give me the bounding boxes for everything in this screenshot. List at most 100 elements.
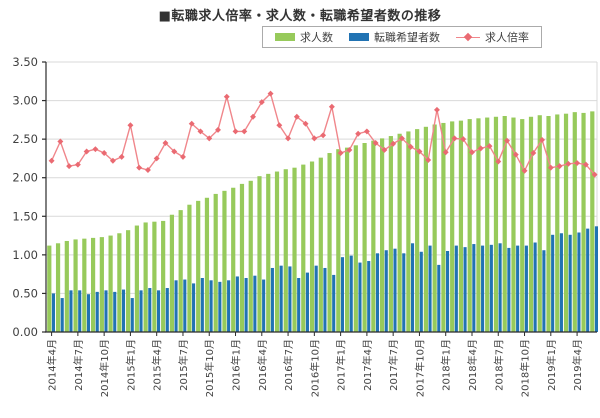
openings-bar bbox=[161, 220, 166, 332]
x-tick-label: 2016年1月 bbox=[230, 339, 243, 391]
seekers-bar bbox=[402, 253, 406, 332]
openings-bar bbox=[99, 237, 104, 332]
x-tick-label: 2018年10月 bbox=[519, 339, 532, 397]
openings-bar bbox=[292, 167, 297, 332]
seekers-bar bbox=[130, 298, 134, 332]
seekers-bar bbox=[121, 289, 126, 332]
x-tick-label: 2018年7月 bbox=[492, 339, 505, 391]
x-tick-label: 2015年10月 bbox=[203, 339, 216, 397]
seekers-bar bbox=[419, 251, 423, 332]
x-tick-label: 2018年4月 bbox=[466, 339, 479, 391]
openings-bar bbox=[152, 221, 157, 332]
seekers-bar bbox=[524, 245, 528, 332]
ratio-point bbox=[66, 163, 73, 170]
seekers-bar bbox=[454, 245, 458, 332]
seekers-bar bbox=[367, 261, 371, 332]
ratio-point bbox=[136, 164, 143, 171]
seekers-bar bbox=[104, 290, 108, 332]
legend: 求人数 転職希望者数 求人倍率 bbox=[262, 26, 542, 48]
seekers-bar bbox=[481, 245, 485, 332]
x-tick-label: 2019年4月 bbox=[571, 339, 584, 391]
ratio-point bbox=[127, 122, 134, 129]
ratio-point bbox=[320, 132, 327, 139]
x-tick-label: 2017年7月 bbox=[387, 339, 400, 391]
ratio-point bbox=[433, 106, 440, 113]
seekers-bar bbox=[559, 233, 563, 332]
openings-bar bbox=[511, 117, 516, 333]
openings-bar bbox=[476, 118, 481, 332]
x-tick-label: 2017年1月 bbox=[335, 339, 348, 391]
openings-bar bbox=[336, 149, 341, 332]
openings-bar bbox=[327, 153, 332, 332]
ratio-point bbox=[241, 128, 248, 135]
openings-bar bbox=[248, 180, 253, 332]
seekers-bar bbox=[86, 294, 91, 332]
ratio-point bbox=[250, 113, 257, 120]
openings-bar bbox=[415, 129, 420, 332]
seekers-bar bbox=[428, 245, 432, 332]
legend-seekers-label: 転職希望者数 bbox=[374, 31, 440, 44]
openings-bar bbox=[196, 200, 201, 332]
legend-ratio-label: 求人倍率 bbox=[485, 31, 529, 44]
seekers-bar bbox=[568, 234, 572, 332]
openings-bar bbox=[126, 230, 131, 332]
seekers-bar bbox=[148, 288, 152, 332]
openings-bar bbox=[90, 237, 96, 332]
openings-bar bbox=[274, 171, 280, 332]
x-tick-label: 2018年1月 bbox=[440, 339, 453, 391]
openings-bar bbox=[353, 145, 358, 332]
seekers-bar bbox=[183, 279, 187, 332]
seekers-swatch-icon bbox=[349, 33, 369, 41]
openings-bar bbox=[169, 214, 175, 332]
openings-bar bbox=[143, 222, 148, 332]
x-tick-label: 2017年4月 bbox=[361, 339, 374, 391]
openings-bar bbox=[441, 122, 446, 332]
x-tick-label: 2016年10月 bbox=[308, 339, 321, 397]
openings-bar bbox=[283, 169, 288, 332]
openings-bar bbox=[528, 116, 534, 333]
y-tick-label: 1.00 bbox=[12, 248, 38, 262]
seekers-bar bbox=[542, 250, 546, 332]
openings-bar bbox=[520, 119, 525, 332]
openings-bar bbox=[134, 225, 139, 332]
openings-bar bbox=[546, 116, 551, 332]
openings-bar bbox=[458, 120, 464, 332]
openings-bar bbox=[397, 133, 402, 332]
seekers-bar bbox=[410, 243, 415, 332]
openings-bar bbox=[309, 161, 315, 332]
seekers-bar bbox=[297, 278, 301, 332]
openings-bar bbox=[64, 240, 69, 332]
seekers-bar bbox=[437, 264, 441, 332]
openings-bar bbox=[432, 124, 437, 332]
openings-bar bbox=[222, 190, 227, 332]
seekers-bar bbox=[349, 255, 353, 332]
ratio-point bbox=[48, 157, 55, 164]
seekers-bar bbox=[139, 290, 143, 332]
openings-bar bbox=[344, 147, 350, 332]
legend-item-openings: 求人数 bbox=[275, 29, 333, 45]
y-tick-label: 0.50 bbox=[12, 286, 38, 300]
openings-bar bbox=[423, 126, 428, 332]
openings-bar bbox=[178, 210, 183, 332]
y-tick-label: 0.00 bbox=[12, 325, 38, 339]
ratio-point bbox=[311, 135, 318, 142]
seekers-bar bbox=[305, 272, 309, 332]
openings-bar bbox=[485, 117, 490, 333]
ratio-point bbox=[328, 103, 335, 110]
openings-bar bbox=[493, 116, 499, 333]
seekers-bar bbox=[340, 257, 345, 332]
seekers-bar bbox=[78, 290, 82, 332]
y-tick-label: 1.50 bbox=[12, 209, 38, 223]
openings-bar bbox=[388, 136, 393, 332]
seekers-bar bbox=[218, 281, 222, 332]
y-tick-label: 2.00 bbox=[12, 171, 38, 185]
openings-bar bbox=[555, 114, 560, 332]
openings-bar bbox=[537, 115, 542, 332]
seekers-bar bbox=[113, 291, 117, 332]
ratio-point bbox=[118, 153, 125, 160]
openings-bar bbox=[213, 193, 218, 332]
ratio-point bbox=[355, 130, 362, 137]
seekers-bar bbox=[384, 250, 388, 332]
